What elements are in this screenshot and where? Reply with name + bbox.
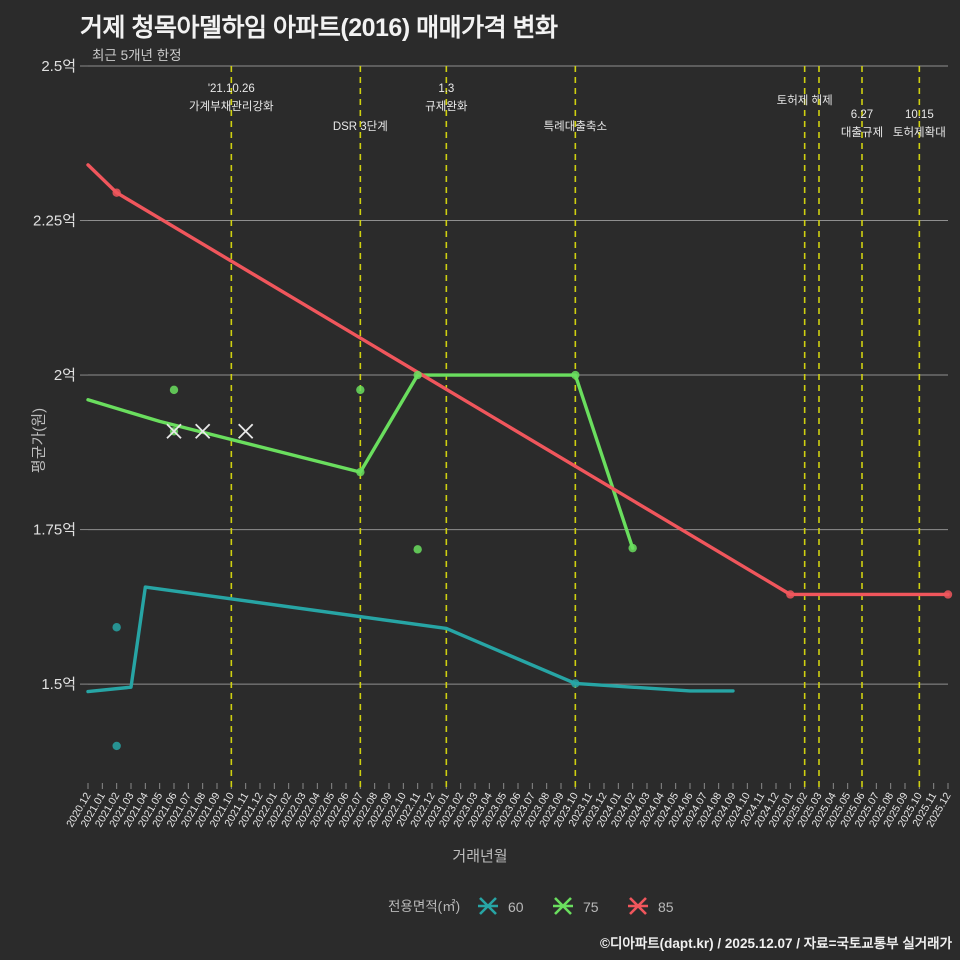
legend-marker-85 [628, 897, 648, 915]
cross-marker [195, 423, 211, 439]
event-name-label: DSR 3단계 [333, 120, 388, 133]
data-point-75 [356, 385, 365, 395]
data-point-75 [628, 543, 637, 553]
event-name-label: 규제완화 [425, 100, 468, 113]
series-line-85 [86, 163, 950, 597]
footer-credit: ©디아파트(dapt.kr) / 2025.12.07 / 자료=국토교통부 실… [600, 936, 952, 951]
data-point-85 [112, 188, 121, 197]
event-name-label: 가계부채관리강화 [189, 100, 274, 113]
x-axis-label: 거래년월 [452, 848, 508, 865]
y-tick-label: 1.75억 [33, 522, 76, 539]
event-name-label: 대출규제 [841, 126, 883, 139]
data-point-60 [112, 623, 121, 632]
data-point-60 [112, 741, 121, 751]
data-point-75 [169, 385, 179, 395]
series-line-75 [86, 373, 635, 550]
data-point-85 [786, 590, 795, 599]
event-name-label: 특례대출축소 [544, 120, 607, 133]
y-tick-label: 1.5억 [41, 676, 76, 693]
legend-label-60[interactable]: 60 [508, 899, 524, 915]
series-line-60 [86, 585, 735, 694]
y-tick-label: 2억 [54, 367, 76, 384]
event-date-label: 10.15 [905, 109, 934, 121]
legend-label-75[interactable]: 75 [583, 899, 599, 915]
data-point-75 [413, 545, 422, 554]
event-date-label: 6.27 [851, 109, 873, 121]
data-point-75 [571, 370, 580, 380]
event-date-label: '21.10.26 [208, 83, 255, 95]
event-name-label: 토허제 해제 [777, 94, 833, 107]
data-point-75 [413, 370, 422, 380]
y-tick-label: 2.25억 [33, 213, 76, 230]
legend-marker-75 [553, 897, 573, 915]
legend-label-85[interactable]: 85 [658, 899, 674, 915]
cross-marker [238, 423, 254, 439]
data-point-85 [943, 590, 953, 599]
event-name-label: 토허제확대 [893, 126, 946, 139]
legend-marker-60 [478, 897, 498, 915]
event-date-label: 1.3 [438, 83, 454, 95]
chart-subtitle: 최근 5개년 한정 [92, 48, 182, 63]
page-title: 거제 청목아델하임 아파트(2016) 매매가격 변화 [80, 14, 558, 42]
data-point-75 [356, 467, 365, 477]
cross-marker [166, 423, 182, 439]
legend-title: 전용면적(㎡) [388, 899, 460, 914]
y-tick-label: 2.5억 [41, 58, 76, 75]
data-point-60 [571, 679, 580, 688]
